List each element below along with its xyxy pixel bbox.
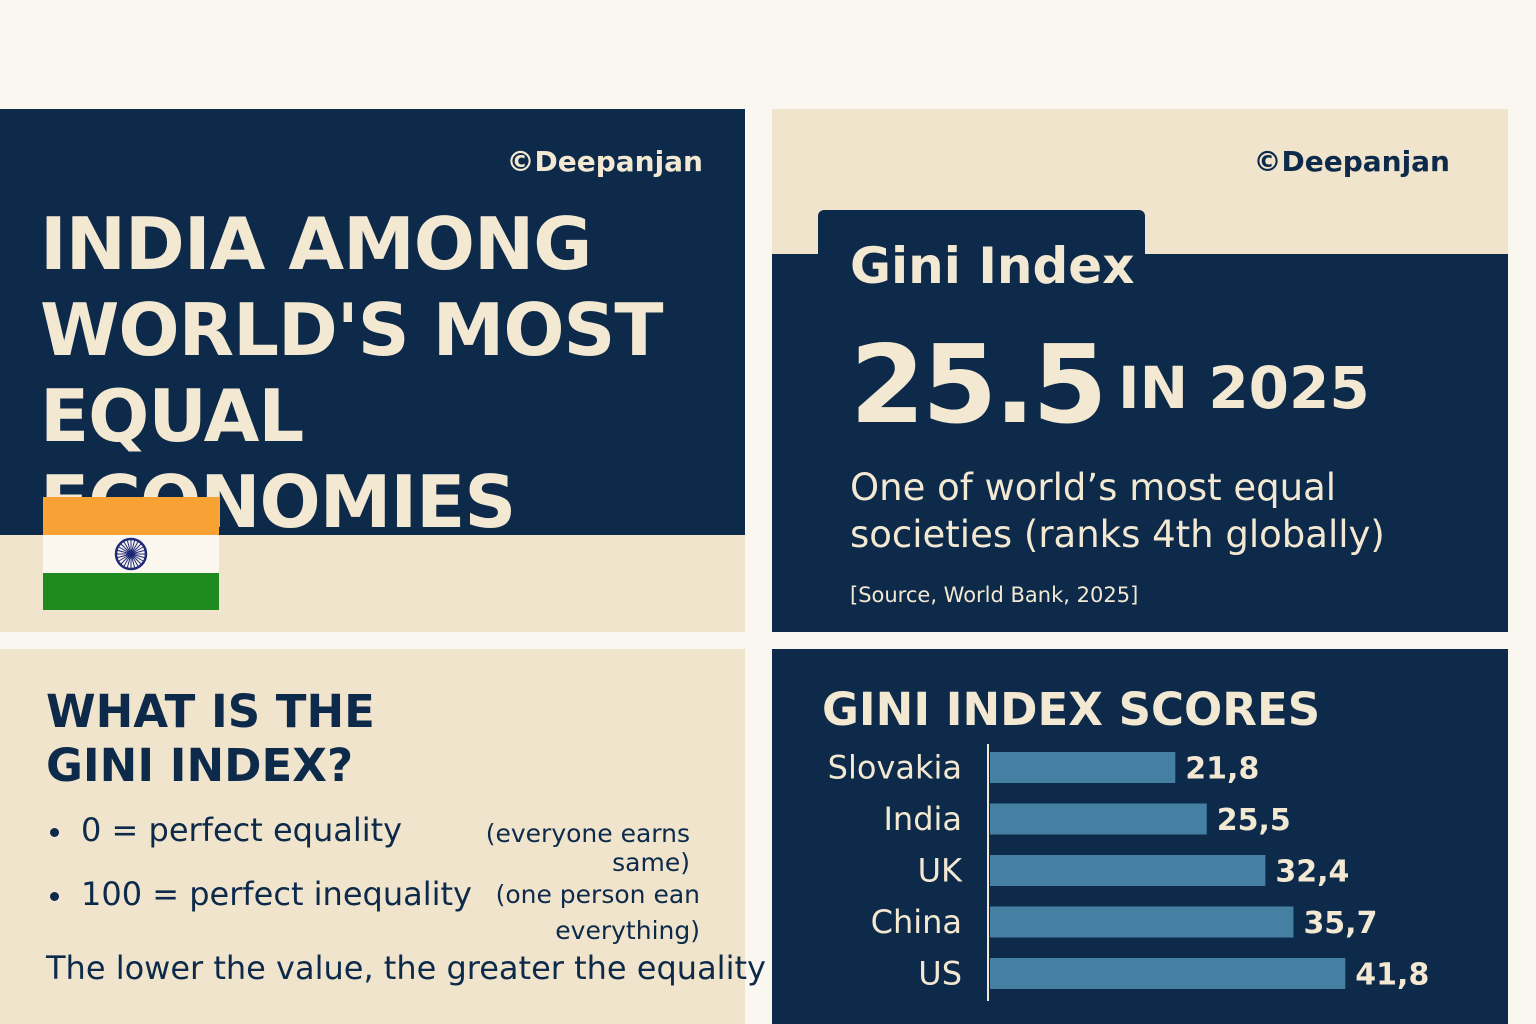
definition-footer: The lower the value, the greater the equ… — [46, 949, 766, 987]
gini-year: IN 2025 — [1118, 354, 1370, 422]
category-label: US — [918, 955, 962, 993]
bullet-text: 100 = perfect inequality — [81, 875, 472, 913]
category-label: Slovakia — [828, 749, 962, 787]
gini-bar-chart: Slovakia 21,8 India 25,5 UK 32,4 China 35,7 US 41… — [828, 744, 1429, 1001]
chart-title: GINI INDEX SCORES — [822, 683, 1321, 736]
gini-title-tab — [818, 210, 1145, 270]
bar-india — [990, 803, 1207, 835]
gini-panel-background — [772, 254, 1508, 632]
gini-title: Gini Index — [850, 237, 1135, 295]
gini-value: 25.5 — [850, 323, 1107, 448]
bar-uk — [990, 855, 1266, 886]
value-label: 41,8 — [1355, 958, 1429, 993]
source-citation: [Source, World Bank, 2025] — [850, 583, 1139, 607]
india-flag-icon — [43, 497, 219, 610]
bullet-dot-icon — [50, 892, 59, 901]
chart-panel: Slovakia 21,8 India 25,5 UK 32,4 China 35,7 US 41… — [772, 649, 1508, 1024]
value-label: 21,8 — [1185, 752, 1259, 787]
category-label: India — [883, 800, 962, 838]
bar-china — [990, 906, 1294, 938]
bullet-note: (everyone earns same) — [485, 819, 690, 877]
bullet-dot-icon — [50, 828, 59, 837]
bar-slovakia — [990, 752, 1176, 783]
gini-description: One of world’s most equal societies (ran… — [850, 466, 1385, 556]
category-label: UK — [918, 852, 963, 890]
gini-value-panel: ©Deepanjan Gini Index 25.5 IN 2025 One o… — [772, 109, 1508, 632]
category-label: China — [871, 903, 962, 941]
headline-line-2: WORLD'S MOST — [40, 288, 663, 372]
definition-panel: WHAT IS THE GINI INDEX? 0 = perfect equa… — [0, 649, 766, 1024]
value-label: 32,4 — [1275, 855, 1349, 890]
bar-us — [990, 958, 1346, 989]
value-label: 25,5 — [1217, 803, 1291, 838]
value-label: 35,7 — [1303, 906, 1377, 941]
definition-title: WHAT IS THE GINI INDEX? — [46, 685, 375, 792]
bullet-note: (one person ean everything) — [495, 880, 700, 945]
headline-line-1: INDIA AMONG — [40, 202, 592, 286]
headline-background — [0, 109, 745, 535]
credit-text: ©Deepanjan — [506, 145, 703, 178]
headline: INDIA AMONG WORLD'S MOST EQUAL ECONOMIES — [40, 201, 745, 545]
headline-panel: ©Deepanjan INDIA AMONG WORLD'S MOST EQUA… — [0, 109, 745, 632]
bullet-text: 0 = perfect equality — [81, 811, 403, 849]
credit-text: ©Deepanjan — [1253, 145, 1450, 178]
